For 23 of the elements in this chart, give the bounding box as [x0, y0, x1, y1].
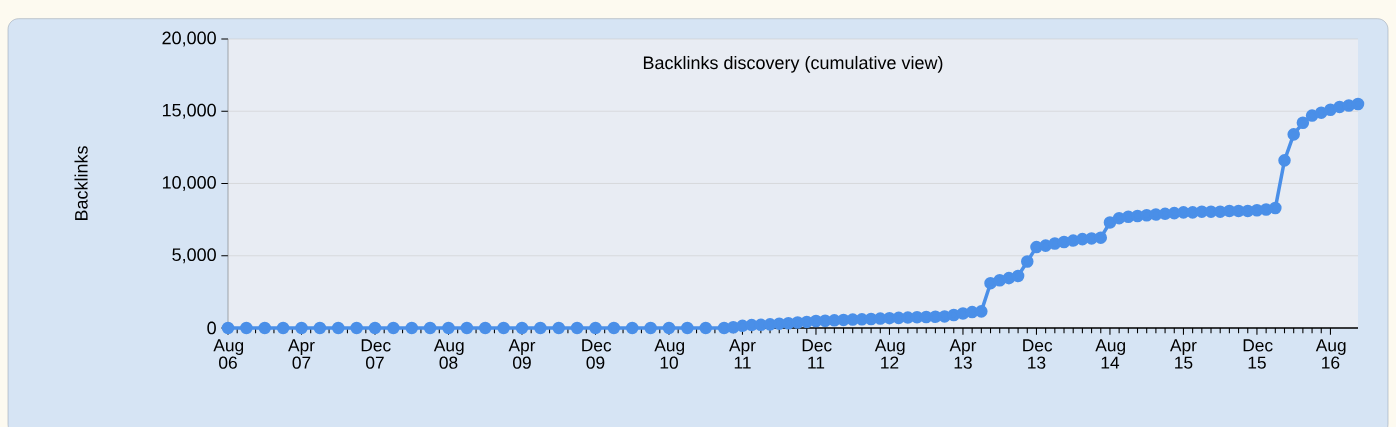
y-tick-label: 0: [207, 321, 216, 335]
x-tick-label: Aug 14: [1095, 339, 1126, 369]
x-tick-label: Dec 13: [1023, 339, 1053, 369]
x-tick-label: Dec 09: [582, 339, 612, 369]
x-tick-label: Dec 15: [1243, 339, 1273, 369]
x-tick-label: Aug 06: [213, 339, 244, 369]
y-axis-title: Backlinks: [74, 146, 88, 221]
x-tick-label: Aug 08: [433, 339, 464, 369]
x-tick-label: Apr 15: [1170, 339, 1197, 369]
y-tick-label: 5,000: [172, 248, 216, 264]
x-tick-label: Aug 12: [874, 339, 905, 369]
x-tick-label: Aug 16: [1315, 339, 1346, 369]
x-tick-label: Apr 09: [508, 339, 536, 369]
y-tick-label: 15,000: [162, 103, 216, 119]
x-tick-label: Dec 11: [802, 339, 832, 369]
x-tick-label: Apr 13: [949, 339, 977, 369]
y-tick-label: 20,000: [162, 31, 216, 47]
x-tick-label: Apr 07: [288, 339, 315, 369]
x-tick-label: Aug 10: [654, 339, 685, 369]
x-tick-label: Apr 11: [729, 339, 756, 369]
x-tick-label: Dec 07: [361, 339, 391, 369]
y-tick-label: 10,000: [162, 176, 216, 191]
text: Backlinks discovery (cumulative view): [643, 55, 943, 73]
